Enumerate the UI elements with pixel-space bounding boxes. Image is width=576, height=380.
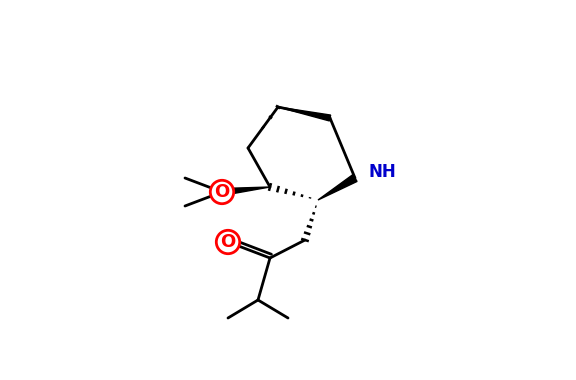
Text: NH: NH	[368, 163, 396, 181]
Polygon shape	[222, 187, 270, 195]
Text: O: O	[214, 183, 230, 201]
Polygon shape	[318, 174, 357, 200]
Text: O: O	[221, 233, 236, 251]
Polygon shape	[278, 107, 331, 121]
